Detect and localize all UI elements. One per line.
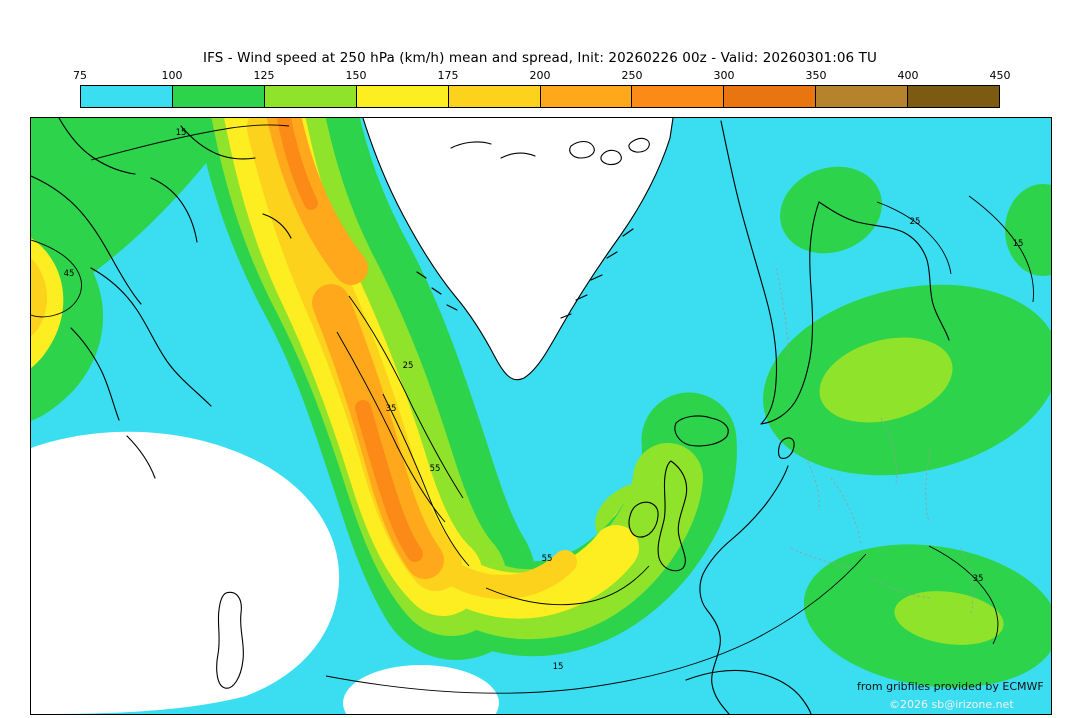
contour-label: 25	[403, 361, 414, 371]
contour-label: 55	[542, 554, 553, 564]
arctic-island-fragments	[450, 141, 536, 159]
colorbar-tick: 175	[437, 69, 459, 82]
colorbar-tick: 300	[713, 69, 735, 82]
canada-coast-3	[150, 177, 198, 243]
country-borders	[775, 267, 974, 614]
contour-label: 45	[64, 269, 75, 279]
colorbar-tick: 150	[345, 69, 367, 82]
map-canvas: 15 45 25 35 55 55 15 35 15 25 from gribf…	[31, 118, 1051, 714]
contour-label: 15	[553, 662, 564, 672]
canada-fjord	[262, 213, 292, 239]
finland-baltic-coast	[818, 201, 950, 341]
colorbar-tick: 75	[73, 69, 87, 82]
contour-label: 35	[973, 574, 984, 584]
colorbar-segment	[264, 86, 357, 107]
contour-label: 15	[1013, 239, 1024, 249]
jet-band-gold-hook	[429, 550, 577, 599]
contour-label: 35	[386, 404, 397, 414]
colorbar-tick: 100	[161, 69, 183, 82]
colorbar-segment	[632, 86, 725, 107]
canada-coast-2	[58, 118, 136, 175]
colorbar-segment	[172, 86, 265, 107]
greenland-coast	[362, 118, 674, 381]
contour-label: 25	[910, 217, 921, 227]
jet-core-darkorange-main	[355, 400, 423, 562]
labrador-coast	[70, 327, 156, 479]
colorbar-tick: 350	[805, 69, 827, 82]
contour-label: 15	[176, 128, 187, 138]
colorbar-tick: 400	[897, 69, 919, 82]
colorbar-segment	[908, 86, 1000, 107]
calm-white-regions	[31, 118, 673, 714]
colorbar-tick: 200	[529, 69, 551, 82]
baffin-coast	[90, 267, 212, 407]
colorbar-tick: 125	[253, 69, 275, 82]
greenland-landmass	[363, 118, 673, 380]
greenland-fjords	[416, 228, 634, 319]
colorbar: 75 100 125 150 175 200 250 300 350 400 450	[73, 69, 1011, 108]
sweden-baltic-coast	[760, 201, 820, 425]
attribution-source: from gribfiles provided by ECMWF	[857, 680, 1044, 693]
colorbar-segment	[724, 86, 817, 107]
map-frame: 15 45 25 35 55 55 15 35 15 25 from gribf…	[30, 117, 1052, 715]
denmark-coast	[778, 437, 795, 459]
colorbar-segment	[816, 86, 909, 107]
colorbar-gradient	[80, 85, 1000, 108]
canada-coast-1	[31, 175, 142, 305]
colorbar-tick: 450	[989, 69, 1011, 82]
colorbar-segment	[448, 86, 541, 107]
atlantic-island-outline	[216, 591, 244, 689]
chart-title: IFS - Wind speed at 250 hPa (km/h) mean …	[203, 50, 877, 66]
jet-core-darkorange-top	[276, 118, 318, 210]
contour-label: 55	[430, 464, 441, 474]
ireland-coast	[628, 501, 659, 538]
spread-contours: 15 45 25 35 55 55 15 35 15 25	[31, 124, 1034, 694]
jet-stream-bands	[196, 118, 737, 660]
iberia-coast	[685, 669, 812, 714]
colorbar-segment	[81, 86, 173, 107]
colorbar-tick-labels: 75 100 125 150 175 200 250 300 350 400 450	[73, 69, 1011, 83]
iceland-coast	[674, 415, 729, 447]
attribution-copyright: ©2026 sb@irizone.net	[889, 698, 1014, 711]
great-britain-coast	[657, 460, 688, 572]
colorbar-segment	[356, 86, 449, 107]
coastlines	[31, 118, 950, 714]
svalbard-islands	[569, 137, 650, 166]
wind-field-left-edge-streak	[31, 238, 64, 368]
colorbar-tick: 250	[621, 69, 643, 82]
colorbar-segment	[540, 86, 633, 107]
western-europe-coast	[699, 465, 789, 714]
norway-coast	[720, 120, 778, 425]
